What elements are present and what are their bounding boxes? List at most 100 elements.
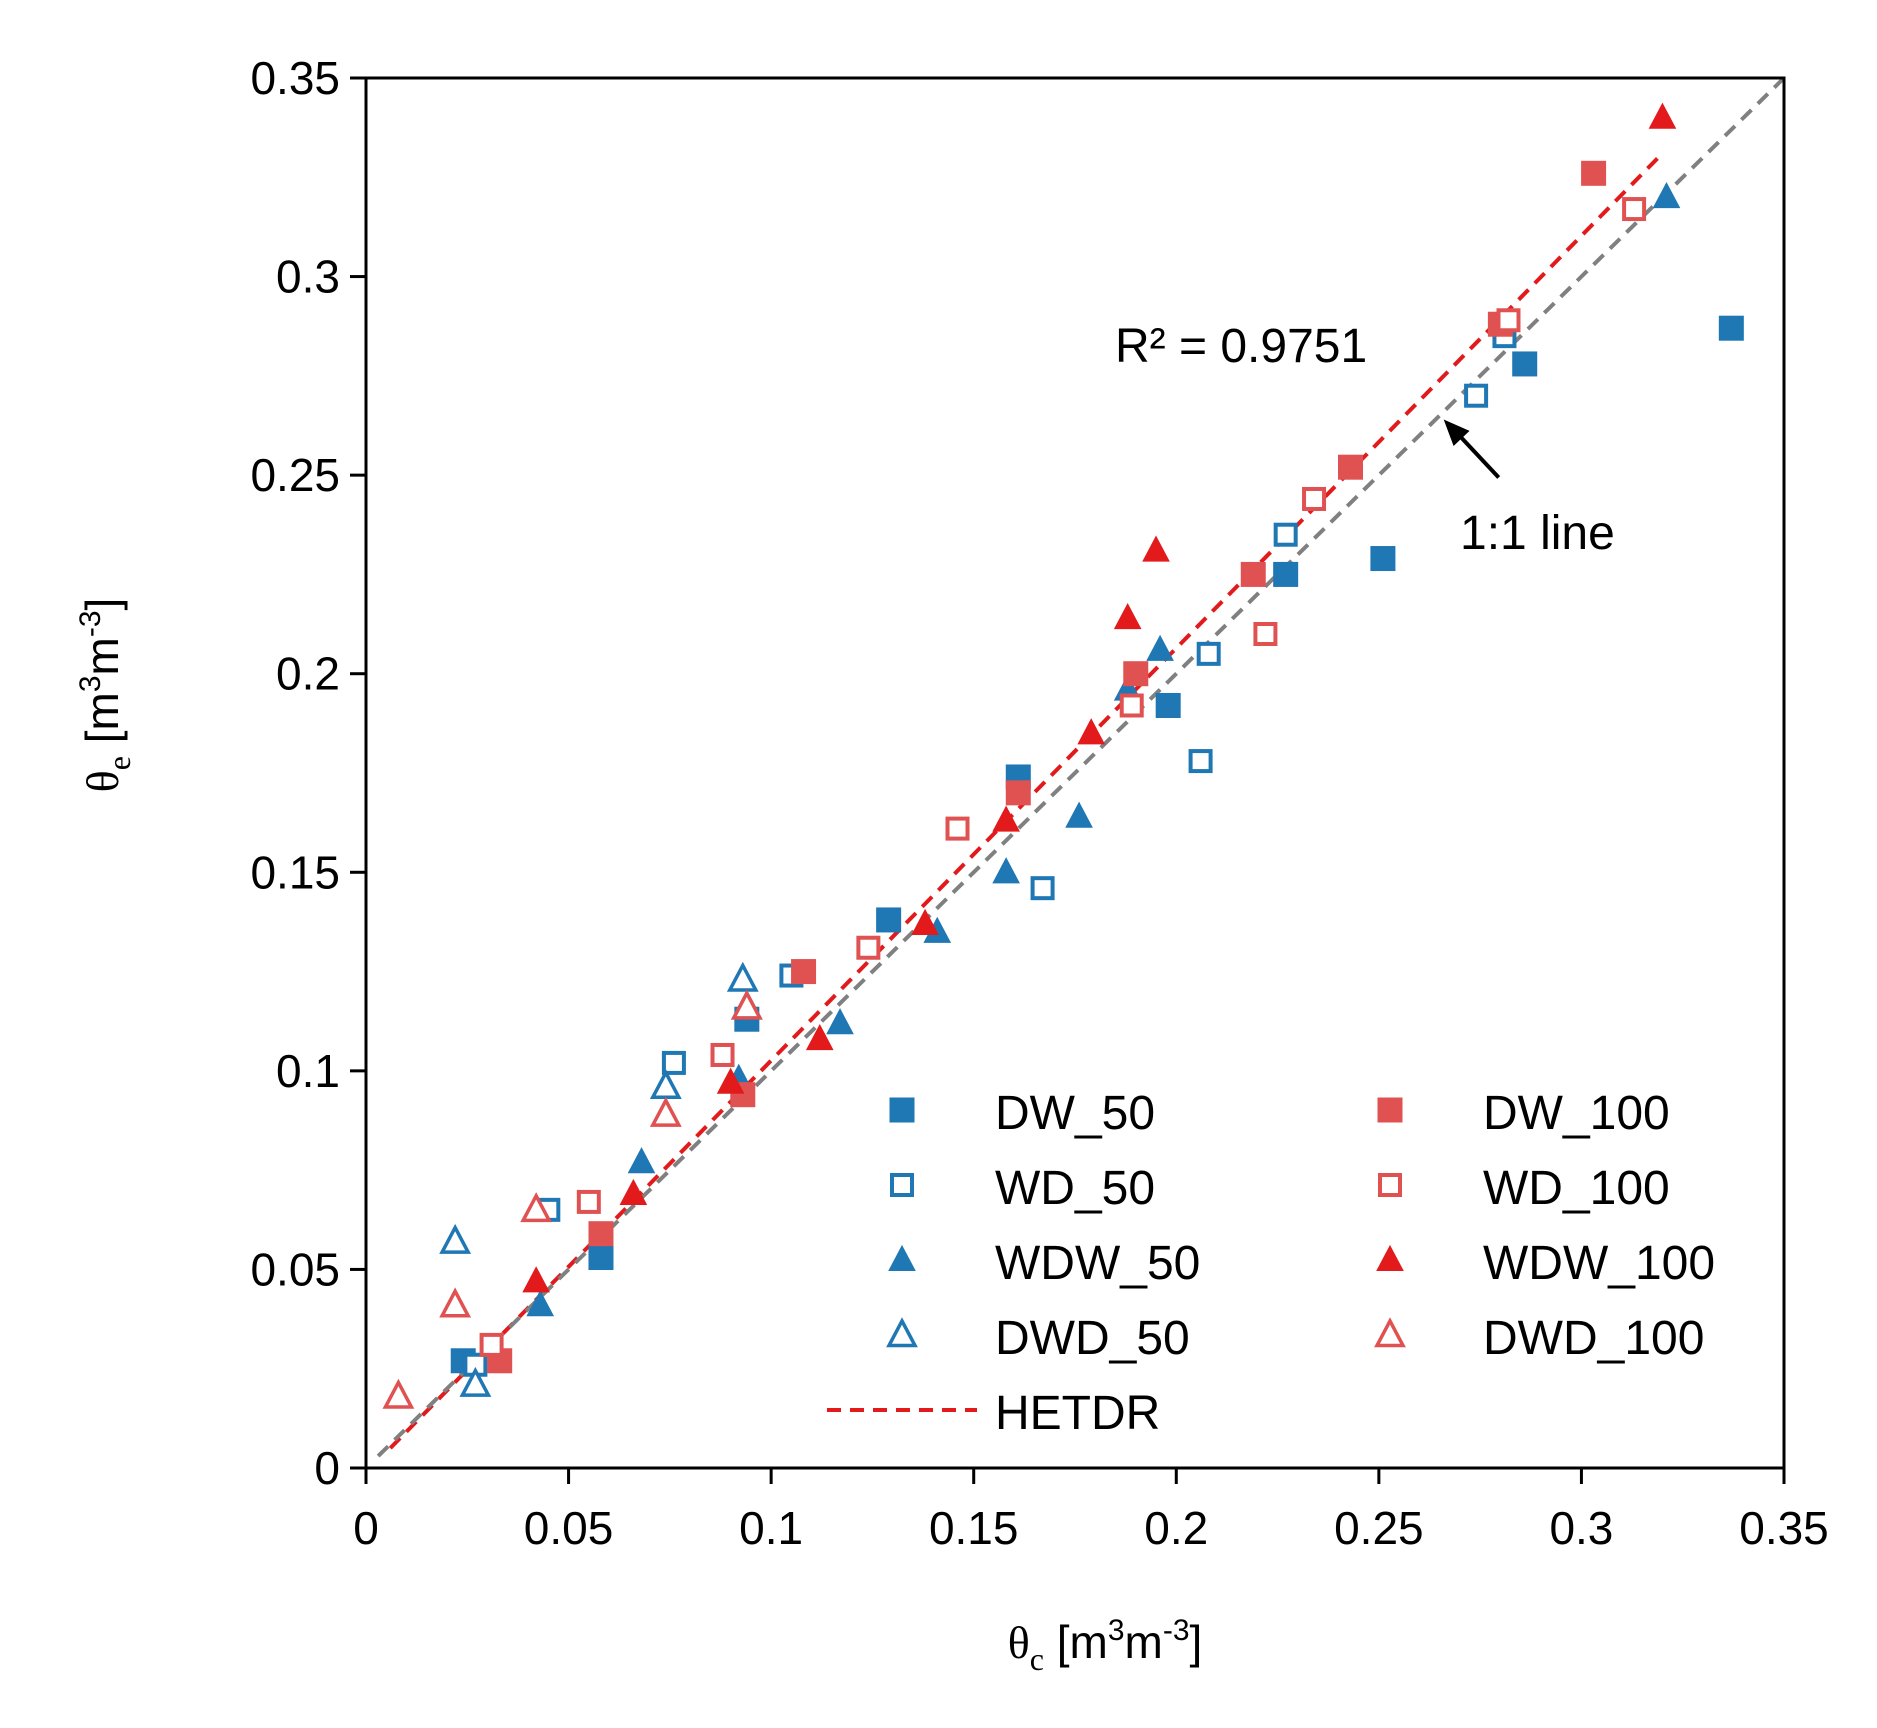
wd-100-point [1253, 622, 1278, 646]
wd-50-point [661, 1050, 686, 1075]
wd-50-point [1196, 641, 1221, 666]
legend-label-hetdr: HETDR [995, 1387, 1160, 1440]
wdw-50-point [1146, 634, 1174, 661]
wdw-50-point [992, 857, 1020, 884]
wdw-50-point [1652, 182, 1681, 209]
wdw-100-point [1648, 102, 1677, 129]
wd-100-point [1496, 308, 1521, 333]
wd-100-point [576, 1189, 601, 1214]
dw-50-point [1155, 692, 1181, 718]
wd-100-point [1119, 693, 1144, 718]
annotations: R² = 0.9751 1:1 line [1115, 320, 1615, 560]
dw-100-point [1240, 561, 1266, 587]
x-tick-label: 0.35 [1739, 1502, 1829, 1554]
legend-label-dw-50: DW_50 [995, 1087, 1155, 1140]
wdw-50-point [526, 1290, 555, 1317]
y-tick-label: 0.1 [276, 1045, 340, 1097]
wdw-100-point [805, 1023, 834, 1051]
legend-marker-dw-50 [889, 1097, 915, 1123]
legend-label-wd-50: WD_50 [995, 1162, 1155, 1215]
wdw-50-point [627, 1147, 656, 1174]
dw-50-point [1512, 351, 1538, 377]
axes: θc [m3m-3] θe [m3m-3] 0 0.05 0.1 0.15 0.2 0.2… [74, 52, 1829, 1677]
x-tick-label: 0.05 [524, 1502, 614, 1554]
dw-100-point [588, 1221, 614, 1247]
dwd-100-point [520, 1192, 553, 1223]
y-tick-label: 0.25 [250, 449, 340, 501]
legend-marker-dwd-50 [886, 1317, 918, 1348]
wdw-100-point [522, 1266, 550, 1293]
dw-50-point [588, 1245, 614, 1271]
legend-label-dw-100: DW_100 [1483, 1087, 1670, 1140]
dwd-100-point [439, 1287, 472, 1318]
wd-100-point [945, 816, 970, 841]
x-axis-title: θc [m3m-3] [1008, 1614, 1203, 1677]
wdw-50-point [1065, 801, 1093, 828]
one-to-one-label: 1:1 line [1460, 507, 1615, 560]
legend-label-dwd-100: DWD_100 [1483, 1312, 1704, 1365]
wdw-100-point [716, 1067, 745, 1094]
wd-50-point [1030, 876, 1055, 901]
legend-marker-wd-50 [890, 1173, 914, 1197]
wdw-100-point [911, 908, 939, 935]
dw-100-point [791, 959, 817, 985]
annotation-arrow-head [1443, 419, 1470, 446]
wdw-50-point [826, 1008, 854, 1035]
wd-50-point [1464, 383, 1489, 408]
legend-label-dwd-50: DWD_50 [995, 1312, 1190, 1365]
wdw-100-point [1113, 603, 1142, 630]
dw-50-point [1718, 315, 1744, 341]
y-tick-label: 0.15 [250, 846, 340, 898]
y-tick-label: 0.35 [250, 52, 340, 104]
wdw-100-point [1142, 535, 1170, 562]
wdw-100-point [992, 805, 1020, 832]
wd-100-point [856, 935, 881, 960]
wdw-100-point [1077, 718, 1106, 745]
dw-100-point [1123, 661, 1149, 687]
legend-label-wdw-50: WDW_50 [995, 1237, 1200, 1290]
x-tick-label: 0 [353, 1502, 379, 1554]
legend-label-wd-100: WD_100 [1483, 1162, 1670, 1215]
legend-marker-dwd-100 [1374, 1317, 1406, 1348]
dwd-50-point [459, 1366, 492, 1397]
dwd-100-point [649, 1096, 682, 1127]
wd-100-point [1302, 486, 1327, 511]
dw-50-point [876, 907, 902, 933]
x-tick-label: 0.1 [739, 1502, 803, 1554]
x-tick-label: 0.15 [929, 1502, 1019, 1554]
legend-marker-wd-100 [1378, 1173, 1402, 1197]
wdw-100-point [619, 1178, 648, 1206]
legend-marker-dw-100 [1377, 1097, 1403, 1123]
dw-100-point [1005, 780, 1031, 806]
r-squared-label: R² = 0.9751 [1115, 320, 1367, 373]
dw-100-point [1337, 454, 1363, 480]
wd-50-point [1188, 749, 1213, 774]
legend: DW_50 WD_50 WDW_50 DWD_50 HETDR DW_100 WD_100 W… [827, 1087, 1715, 1440]
legend-marker-wdw-100 [1376, 1244, 1404, 1272]
dw-100-point [1581, 160, 1607, 186]
plot-content [376, 78, 1784, 1458]
dwd-100-point [730, 989, 763, 1020]
dwd-50-point [649, 1068, 682, 1100]
dwd-50-point [726, 961, 759, 992]
dw-50-point [1370, 546, 1396, 572]
y-tick-label: 0.2 [276, 648, 340, 700]
x-tick-label: 0.25 [1334, 1502, 1424, 1554]
y-tick-label: 0.05 [250, 1243, 340, 1295]
x-tick-label: 0.3 [1549, 1502, 1613, 1554]
y-tick-label: 0.3 [276, 251, 340, 303]
wd-100-point [710, 1042, 735, 1067]
plot-area [376, 78, 1784, 1458]
wd-100-point [479, 1332, 504, 1357]
legend-marker-wdw-50 [888, 1244, 916, 1272]
dwd-50-point [439, 1223, 472, 1254]
wd-100-point [1622, 197, 1647, 222]
legend-label-wdw-100: WDW_100 [1483, 1237, 1715, 1290]
wd-50-point [1273, 522, 1298, 547]
y-axis-title: θe [m3m-3] [74, 598, 137, 793]
x-tick-label: 0.2 [1144, 1502, 1208, 1554]
dw-50-point [1273, 561, 1299, 587]
plot-frame [364, 76, 1786, 1470]
dwd-100-point [382, 1378, 415, 1409]
